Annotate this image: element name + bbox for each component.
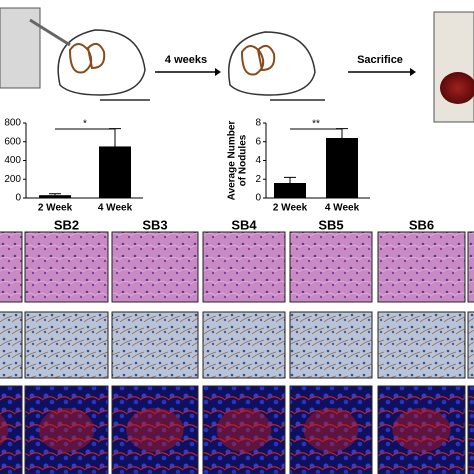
- x-tick-label: 4 Week: [325, 203, 360, 214]
- syringe: [29, 18, 71, 47]
- stain: [0, 414, 9, 446]
- y-tick-label: 8: [255, 118, 261, 129]
- y-tick-label: 0: [255, 193, 261, 204]
- bar: [274, 183, 306, 198]
- y-tick-label: 4: [255, 155, 261, 166]
- y-tick-label: 0: [15, 193, 21, 204]
- schematic: 4 weeks Sacrifice: [0, 7, 474, 123]
- tumor-photo: [433, 11, 474, 123]
- lung: [240, 44, 276, 76]
- x-tick-label: 2 Week: [38, 203, 73, 214]
- stain: [303, 408, 359, 452]
- micrograph: [24, 231, 109, 303]
- y-tick-label: 800: [4, 118, 21, 129]
- panel-label: SB3: [142, 217, 167, 232]
- arrow-head: [215, 68, 221, 76]
- micrograph: [0, 385, 23, 474]
- y-tick-label: 2: [255, 174, 261, 185]
- micrograph: [467, 385, 474, 474]
- panel-label: SB5: [318, 217, 343, 232]
- micrograph: [289, 385, 373, 474]
- micrograph: [377, 231, 466, 303]
- significance-label: **: [312, 119, 320, 130]
- stain: [392, 408, 451, 452]
- micrograph: [0, 231, 23, 303]
- micrograph: [202, 231, 286, 303]
- y-axis-label: Average Number: [227, 121, 238, 201]
- panel-label: SB4: [231, 217, 257, 232]
- y-tick-label: 200: [4, 174, 21, 185]
- micrograph: [377, 311, 466, 379]
- bar: [326, 138, 358, 198]
- stain: [126, 408, 184, 452]
- bar: [39, 195, 71, 198]
- arrow-label: 4 weeks: [165, 54, 207, 66]
- error-bar: [284, 176, 296, 183]
- panel-label: SB2: [54, 217, 79, 232]
- micrograph: [111, 385, 199, 474]
- micrograph: [0, 311, 23, 379]
- tumor: [440, 72, 474, 104]
- significance-label: *: [83, 119, 87, 130]
- error-bar: [109, 128, 121, 147]
- micrograph: [467, 231, 474, 303]
- bar: [99, 146, 131, 198]
- mouse: [228, 31, 316, 96]
- y-tick-label: 6: [255, 136, 261, 147]
- y-axis-label: of Nodules: [238, 134, 249, 186]
- error-bar: [49, 193, 61, 196]
- micrograph: [377, 385, 466, 474]
- micrograph: [111, 231, 199, 303]
- histology-panels: SB2 SB3 SB4 SB5 SB6: [0, 217, 474, 474]
- y-tick-label: 400: [4, 155, 21, 166]
- micrograph: [24, 311, 109, 379]
- arrow-head: [410, 68, 416, 76]
- micrograph: [289, 231, 373, 303]
- arrow-label: Sacrifice: [357, 54, 403, 66]
- micrograph: [111, 311, 199, 379]
- stain: [216, 408, 272, 452]
- micrograph: [24, 385, 109, 474]
- stain: [38, 408, 95, 452]
- micrograph: [202, 385, 286, 474]
- x-tick-label: 4 Week: [98, 203, 133, 214]
- lung: [68, 42, 106, 74]
- error-bar: [336, 128, 348, 138]
- x-tick-label: 2 Week: [273, 203, 308, 214]
- micrograph: [467, 311, 474, 379]
- micrograph: [289, 311, 373, 379]
- y-tick-label: 600: [4, 136, 21, 147]
- panel-label: SB6: [409, 217, 434, 232]
- micrograph: [202, 311, 286, 379]
- cell-image: [0, 7, 41, 89]
